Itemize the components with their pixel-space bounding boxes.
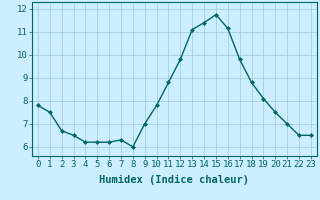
X-axis label: Humidex (Indice chaleur): Humidex (Indice chaleur) xyxy=(100,175,249,185)
